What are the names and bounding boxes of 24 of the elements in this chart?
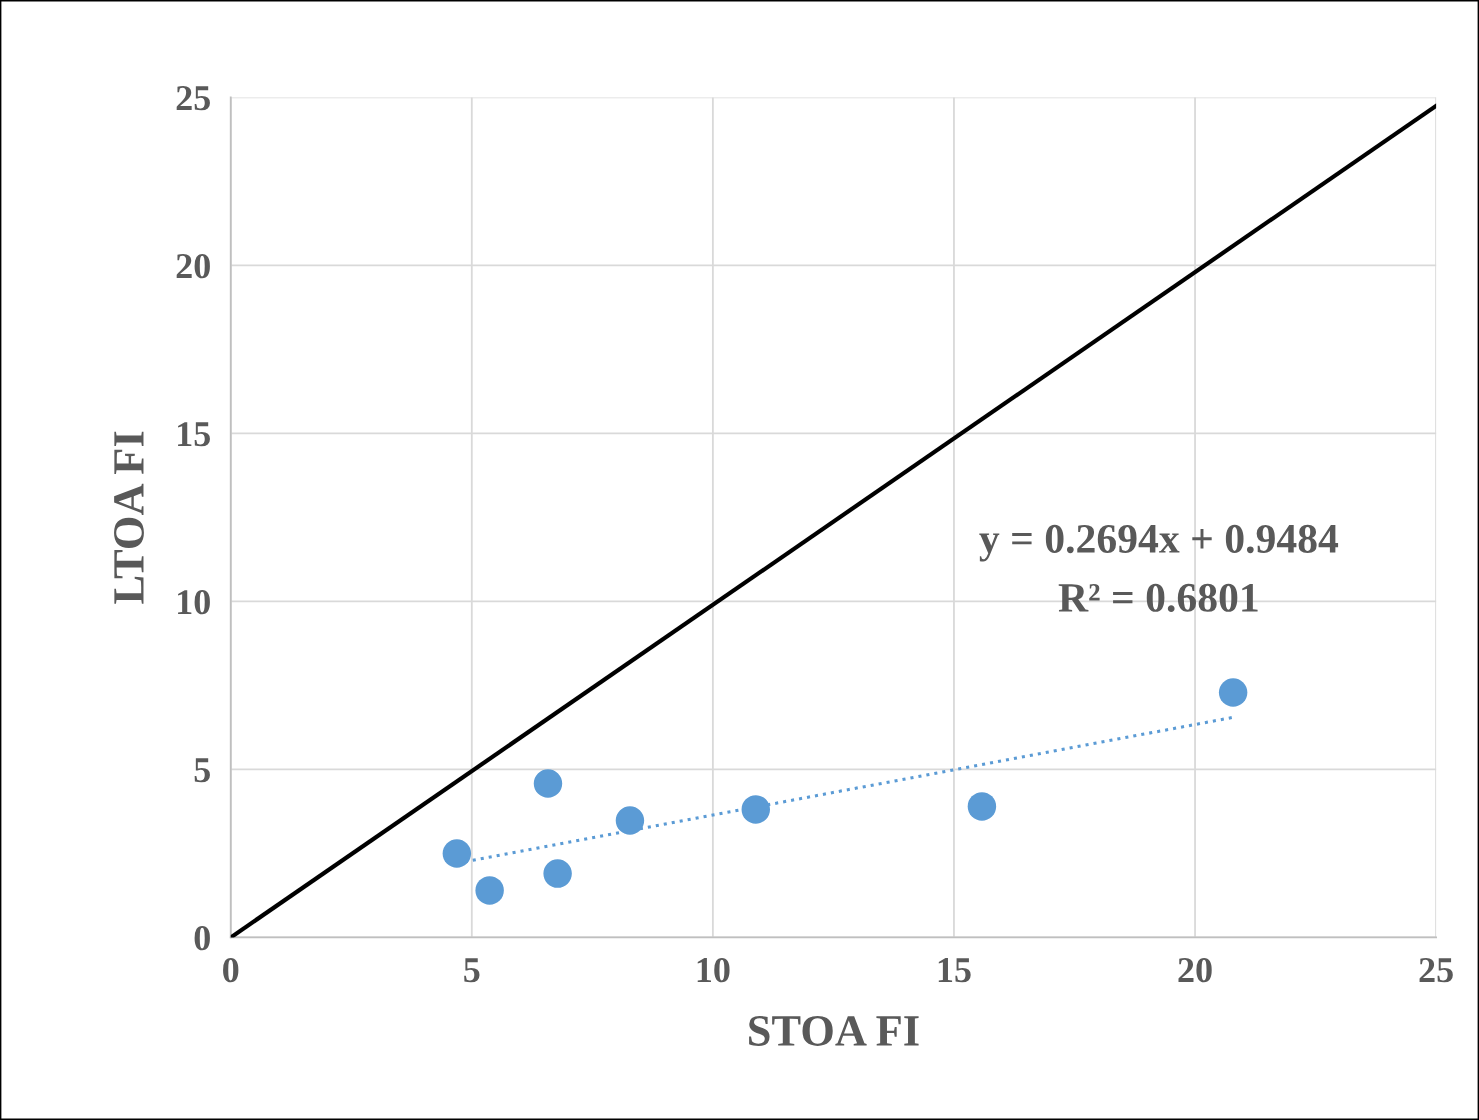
x-axis-title: STOA FI bbox=[749, 1016, 919, 1046]
point bbox=[1218, 678, 1248, 707]
x-tick-label: 25 bbox=[1419, 958, 1453, 983]
point bbox=[442, 839, 472, 868]
annotation: R² = 0.6801 bbox=[1058, 583, 1258, 613]
point bbox=[615, 806, 645, 835]
y-tick-label: 25 bbox=[176, 86, 210, 111]
x-tick-label: 20 bbox=[1178, 957, 1212, 983]
point bbox=[475, 876, 504, 905]
y-tick-label: 20 bbox=[176, 253, 210, 279]
point bbox=[533, 769, 563, 798]
y-axis-title: LTOA FI bbox=[114, 431, 144, 604]
point bbox=[967, 792, 997, 821]
x-tick-label: 0 bbox=[223, 957, 239, 983]
annotation: y = 0.2694x + 0.9484 bbox=[979, 524, 1339, 562]
x-tick-label: 15 bbox=[938, 958, 971, 983]
point bbox=[741, 795, 771, 824]
y-tick-label: 10 bbox=[178, 589, 210, 615]
y-tick-label: 15 bbox=[178, 422, 210, 447]
y-tick-label: 5 bbox=[194, 758, 210, 783]
point bbox=[543, 859, 572, 888]
x-tick-label: 5 bbox=[464, 958, 480, 983]
x-tick-label: 10 bbox=[697, 957, 730, 983]
y-tick-label: 0 bbox=[194, 925, 210, 951]
